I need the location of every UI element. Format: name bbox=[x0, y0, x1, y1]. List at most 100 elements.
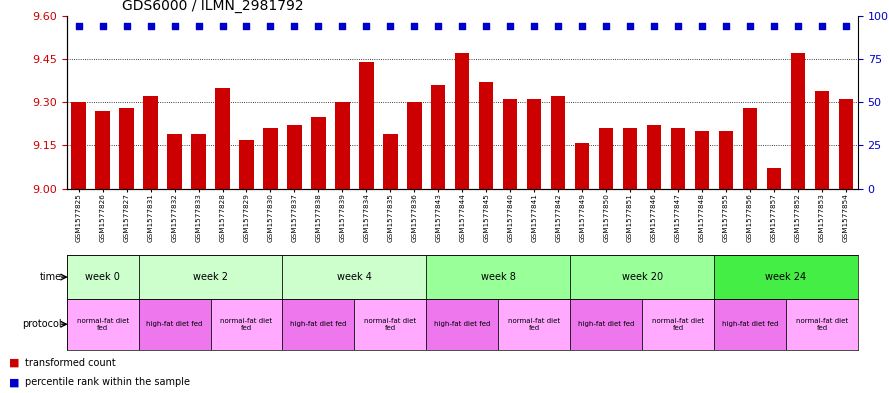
Point bbox=[599, 23, 613, 29]
Bar bbox=[167, 134, 181, 189]
Bar bbox=[119, 108, 134, 189]
Bar bbox=[215, 88, 229, 189]
Text: normal-fat diet
fed: normal-fat diet fed bbox=[796, 318, 848, 331]
Bar bbox=[143, 96, 157, 189]
Point bbox=[239, 23, 253, 29]
Point bbox=[815, 23, 829, 29]
Text: week 20: week 20 bbox=[621, 272, 662, 282]
Point bbox=[95, 23, 109, 29]
Point bbox=[671, 23, 685, 29]
Text: normal-fat diet
fed: normal-fat diet fed bbox=[509, 318, 560, 331]
Text: high-fat diet fed: high-fat diet fed bbox=[290, 321, 347, 327]
Bar bbox=[719, 131, 733, 189]
Text: percentile rank within the sample: percentile rank within the sample bbox=[25, 377, 190, 387]
Point bbox=[191, 23, 205, 29]
Bar bbox=[527, 99, 541, 189]
Point bbox=[623, 23, 637, 29]
Text: transformed count: transformed count bbox=[25, 358, 116, 368]
Point bbox=[287, 23, 301, 29]
Text: high-fat diet fed: high-fat diet fed bbox=[434, 321, 491, 327]
Bar bbox=[263, 128, 277, 189]
Point bbox=[479, 23, 493, 29]
Point bbox=[551, 23, 565, 29]
Text: normal-fat diet
fed: normal-fat diet fed bbox=[220, 318, 273, 331]
Bar bbox=[647, 125, 661, 189]
Text: week 2: week 2 bbox=[193, 272, 228, 282]
Text: GDS6000 / ILMN_2981792: GDS6000 / ILMN_2981792 bbox=[122, 0, 304, 13]
Point bbox=[359, 23, 373, 29]
Bar bbox=[570, 255, 714, 299]
Point bbox=[143, 23, 157, 29]
Bar bbox=[95, 111, 110, 189]
Text: normal-fat diet
fed: normal-fat diet fed bbox=[652, 318, 704, 331]
Bar bbox=[479, 82, 493, 189]
Bar bbox=[790, 53, 805, 189]
Text: week 24: week 24 bbox=[765, 272, 806, 282]
Text: high-fat diet fed: high-fat diet fed bbox=[147, 321, 203, 327]
Point bbox=[431, 23, 445, 29]
Text: week 0: week 0 bbox=[85, 272, 120, 282]
Point bbox=[455, 23, 469, 29]
Point bbox=[503, 23, 517, 29]
Text: week 8: week 8 bbox=[481, 272, 516, 282]
Point bbox=[167, 23, 181, 29]
Bar bbox=[359, 62, 373, 189]
Bar bbox=[814, 91, 829, 189]
Bar bbox=[455, 53, 469, 189]
Bar bbox=[67, 255, 139, 299]
Bar bbox=[211, 299, 283, 350]
Bar bbox=[575, 143, 589, 189]
Point bbox=[215, 23, 229, 29]
Bar bbox=[838, 99, 853, 189]
Bar bbox=[431, 85, 445, 189]
Bar bbox=[743, 108, 757, 189]
Bar bbox=[139, 255, 283, 299]
Point bbox=[263, 23, 277, 29]
Bar bbox=[714, 255, 858, 299]
Point bbox=[119, 23, 133, 29]
Text: ■: ■ bbox=[9, 358, 20, 368]
Point bbox=[839, 23, 853, 29]
Text: normal-fat diet
fed: normal-fat diet fed bbox=[76, 318, 129, 331]
Bar bbox=[570, 299, 642, 350]
Text: high-fat diet fed: high-fat diet fed bbox=[578, 321, 635, 327]
Bar bbox=[311, 117, 325, 189]
Text: week 4: week 4 bbox=[337, 272, 372, 282]
Bar bbox=[239, 140, 253, 189]
Point bbox=[791, 23, 805, 29]
Bar bbox=[407, 102, 421, 189]
Text: ■: ■ bbox=[9, 377, 20, 387]
Point bbox=[527, 23, 541, 29]
Point bbox=[767, 23, 781, 29]
Bar bbox=[551, 96, 565, 189]
Bar bbox=[623, 128, 637, 189]
Point bbox=[311, 23, 325, 29]
Point bbox=[743, 23, 757, 29]
Point bbox=[407, 23, 421, 29]
Bar bbox=[767, 169, 781, 189]
Bar bbox=[671, 128, 685, 189]
Bar bbox=[714, 299, 786, 350]
Bar bbox=[191, 134, 205, 189]
Bar bbox=[139, 299, 211, 350]
Bar bbox=[498, 299, 570, 350]
Bar bbox=[67, 299, 139, 350]
Bar bbox=[335, 102, 349, 189]
Bar bbox=[427, 255, 570, 299]
Bar bbox=[427, 299, 498, 350]
Point bbox=[383, 23, 397, 29]
Text: protocol: protocol bbox=[22, 319, 62, 329]
Bar bbox=[287, 125, 301, 189]
Point bbox=[695, 23, 709, 29]
Bar bbox=[503, 99, 517, 189]
Point bbox=[647, 23, 661, 29]
Text: time: time bbox=[40, 272, 62, 282]
Text: high-fat diet fed: high-fat diet fed bbox=[722, 321, 778, 327]
Bar bbox=[283, 255, 427, 299]
Bar bbox=[599, 128, 613, 189]
Point bbox=[719, 23, 733, 29]
Bar bbox=[786, 299, 858, 350]
Point bbox=[71, 23, 85, 29]
Point bbox=[335, 23, 349, 29]
Bar bbox=[642, 299, 714, 350]
